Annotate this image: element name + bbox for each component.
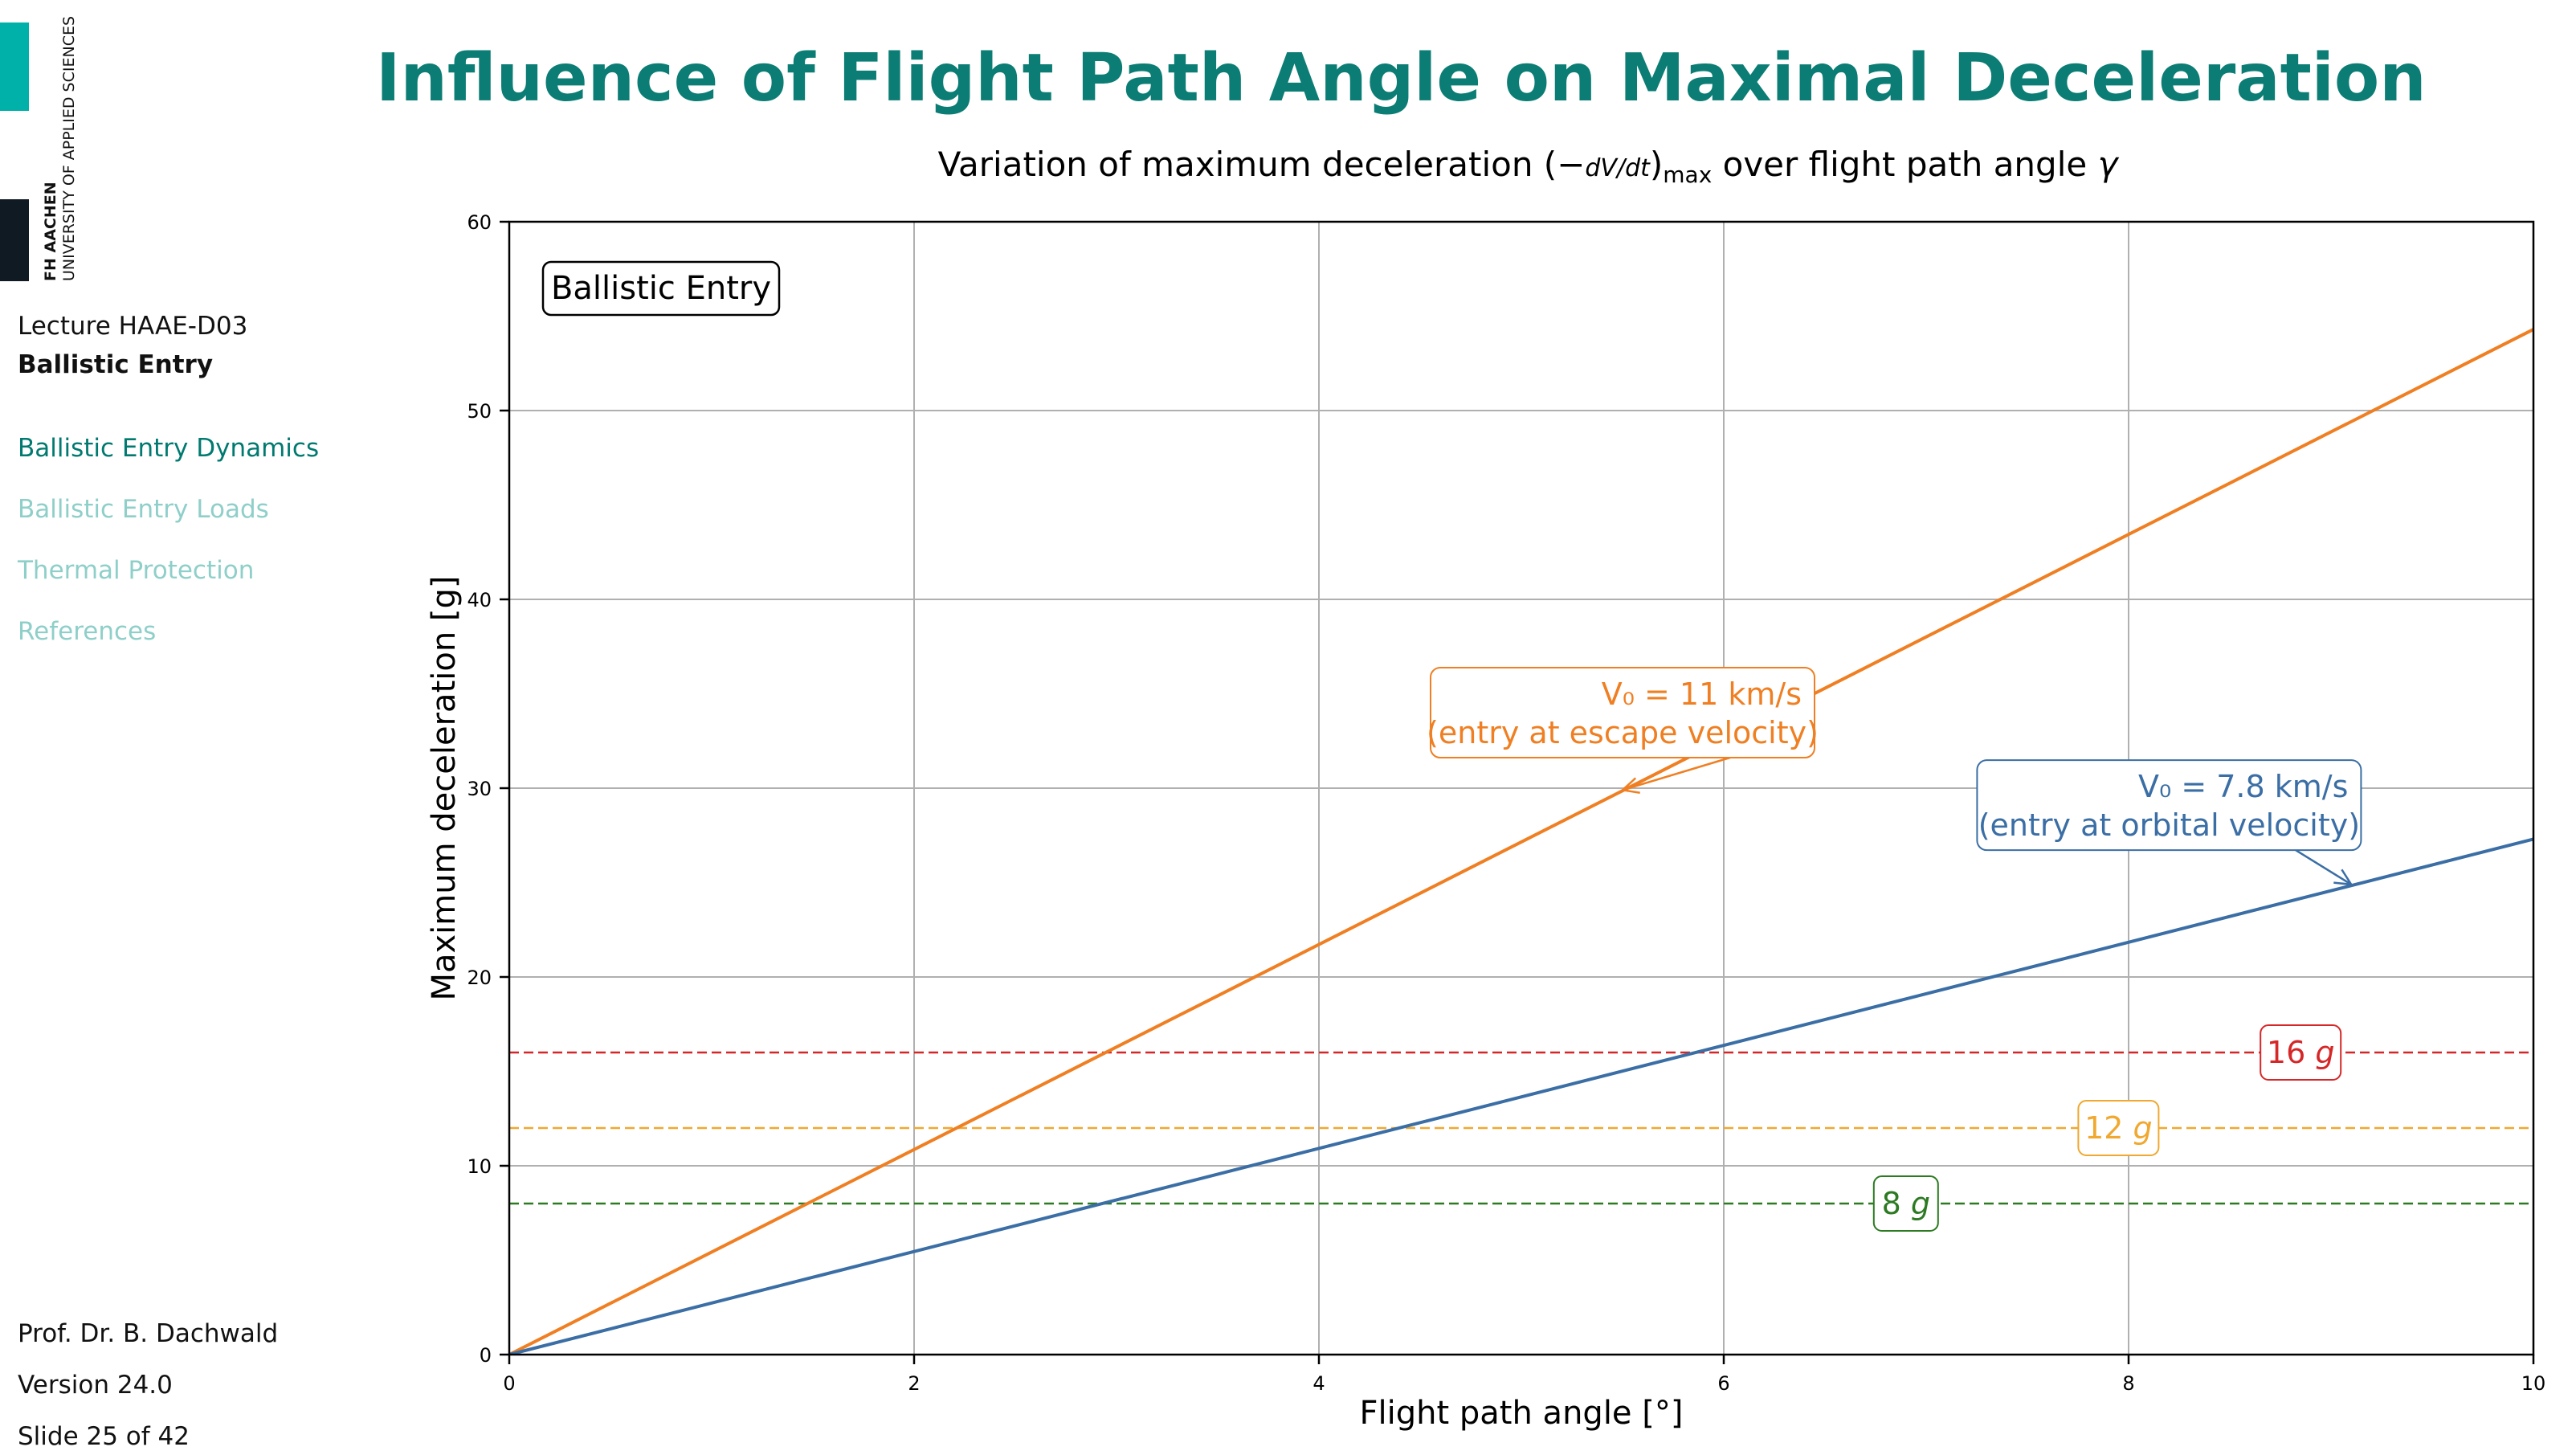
author: Prof. Dr. B. Dachwald (18, 1319, 279, 1348)
reference-label: 12 g (2084, 1110, 2153, 1146)
section-nav: Ballistic Entry Dynamics Ballistic Entry… (18, 431, 339, 675)
ballistic-entry-label: Ballistic Entry (551, 270, 771, 307)
x-tick-label: 6 (1717, 1372, 1729, 1395)
y-tick-label: 0 (480, 1344, 492, 1367)
x-tick-label: 8 (2122, 1372, 2134, 1395)
annotation-line-2: (entry at orbital velocity) (1978, 807, 2360, 843)
y-tick-label: 40 (467, 589, 492, 611)
chart-title-prefix: Variation of maximum deceleration ( (938, 145, 1557, 184)
annotations: V₀ = 11 km/s(entry at escape velocity) V₀… (1427, 667, 2362, 886)
y-tick-label: 50 (467, 400, 492, 423)
nav-item-references[interactable]: References (18, 617, 157, 646)
annotation-arrow (1622, 756, 1731, 791)
reference-lines (509, 1051, 2533, 1205)
logo-teal-bar (0, 22, 29, 111)
series-lines (509, 328, 2533, 1355)
annotation-box (1976, 759, 2362, 852)
reference-label: 8 g (1882, 1186, 1930, 1221)
y-tick-label: 20 (467, 967, 492, 989)
y-tick-label: 10 (467, 1155, 492, 1178)
y-tick-label: 60 (467, 211, 492, 234)
lecture-code: Lecture HAAE-D03 (18, 312, 248, 341)
annotation-line-2: (entry at escape velocity) (1427, 715, 1819, 750)
logo-dark-bar (0, 199, 29, 281)
x-tick-label: 4 (1312, 1372, 1325, 1395)
x-tick-label: 0 (503, 1372, 515, 1395)
x-axis-label: Flight path angle [°] (1360, 1395, 1684, 1432)
lecture-subtitle: Ballistic Entry (18, 350, 214, 379)
chart-title: Variation of maximum deceleration (−dV/d… (938, 145, 2120, 188)
axis-ticks: 0 2 4 6 8 10 0 10 20 30 40 50 60 (467, 211, 2545, 1395)
annotation-box (1430, 667, 1815, 758)
annotation-arrow (2295, 849, 2352, 885)
chart-title-symbol: γ (2098, 145, 2120, 184)
version: Version 24.0 (18, 1371, 173, 1400)
annotation-line-1: V₀ = 7.8 km/s (2138, 769, 2348, 804)
slide-title: Influence of Flight Path Angle on Maxima… (376, 40, 2427, 116)
nav-item-thermal-protection[interactable]: Thermal Protection (18, 556, 255, 585)
annotation-line-1: V₀ = 11 km/s (1602, 676, 1802, 712)
slide-counter: Slide 25 of 42 (18, 1422, 190, 1451)
reference-label-box (1872, 1175, 1939, 1232)
reference-label-box (2077, 1100, 2160, 1156)
x-tick-label: 10 (2521, 1372, 2546, 1395)
annotation-arrowhead (2333, 869, 2354, 886)
x-tick-label: 2 (908, 1372, 920, 1395)
reference-label: 16 g (2267, 1035, 2335, 1070)
chart-title-suffix: over flight path angle (1712, 145, 2097, 184)
y-tick-label: 30 (467, 778, 492, 800)
chart-title-derivative: dV/dt (1585, 154, 1651, 182)
annotation-arrowhead (1620, 777, 1640, 795)
nav-item-ballistic-entry-dynamics[interactable]: Ballistic Entry Dynamics (18, 434, 320, 463)
reference-label-box (2260, 1024, 2342, 1081)
reference-labels: 16 g 12 g 8 g (1872, 1024, 2342, 1232)
ballistic-entry-box: Ballistic Entry (541, 260, 781, 317)
chart-title-subscript: max (1663, 161, 1712, 188)
series-line (509, 328, 2533, 1355)
y-axis-label: Maximum deceleration [g] (426, 575, 463, 1000)
nav-item-ballistic-entry-loads[interactable]: Ballistic Entry Loads (18, 495, 269, 524)
series-line (509, 837, 2533, 1355)
